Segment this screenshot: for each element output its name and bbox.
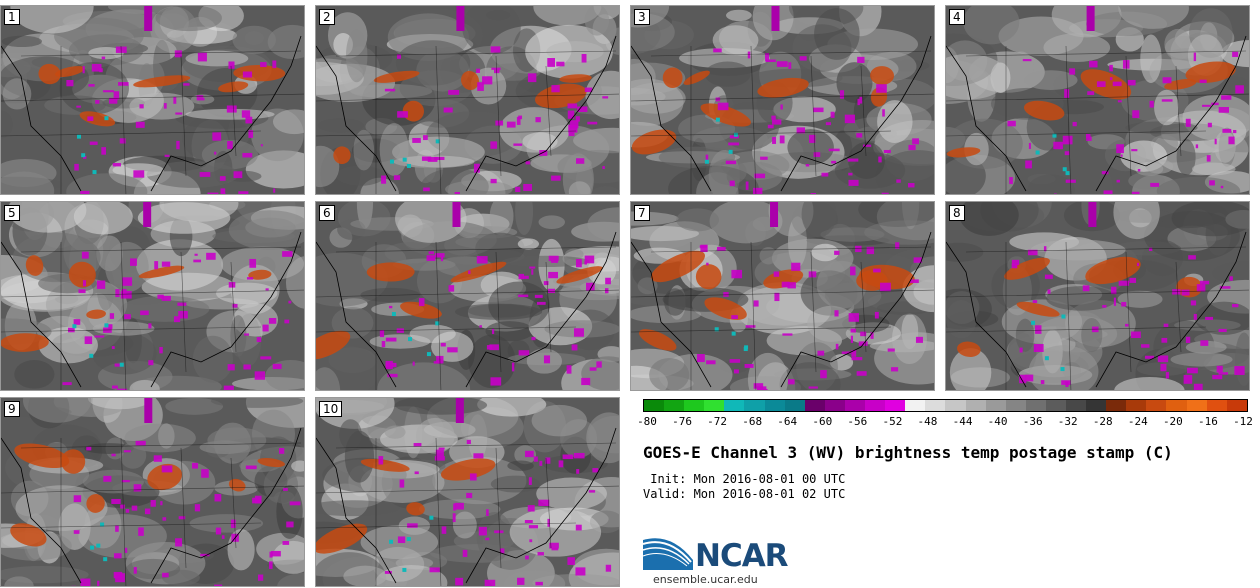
colorbar-tick-label: -40 [987, 415, 1008, 428]
colorbar-swatch [1045, 400, 1066, 411]
colorbar-tick-label: -28 [1092, 415, 1113, 428]
colorbar-swatch [844, 400, 866, 411]
colorbar-swatch [1146, 400, 1167, 411]
colorbar-tick-label: -24 [1127, 415, 1148, 428]
colorbar-tick-label: -76 [672, 415, 692, 428]
wv-imagery-map [1, 6, 304, 194]
wv-imagery-map [631, 6, 934, 194]
colorbar-swatch [1226, 400, 1247, 411]
colorbar-swatch [1166, 400, 1187, 411]
init-time: Init: Mon 2016-08-01 00 UTC [643, 472, 846, 486]
wv-imagery-map [946, 6, 1249, 194]
member-panel-3: 3 [630, 5, 935, 195]
ncar-logo-text: NCAR [695, 538, 789, 574]
colorbar-tick-label: -48 [917, 415, 938, 428]
colorbar-tick-label: -60 [812, 415, 833, 428]
colorbar-swatch [1186, 400, 1207, 411]
colorbar-tick-label: -56 [847, 415, 868, 428]
panel-label: 9 [4, 401, 20, 417]
panel-label: 8 [949, 205, 965, 221]
colorbar-tick-label: -44 [952, 415, 973, 428]
colorbar-tick-label: -12 [1233, 415, 1253, 428]
colorbar [643, 399, 1248, 412]
colorbar-swatch [744, 400, 765, 411]
colorbar-swatch [764, 400, 785, 411]
colorbar-swatch [1086, 400, 1107, 411]
colorbar-tick-label: -52 [882, 415, 903, 428]
panel-label: 10 [319, 401, 343, 417]
panel-label: 7 [634, 205, 650, 221]
ncar-logo-icon [642, 538, 693, 570]
colorbar-tick-label: -32 [1057, 415, 1078, 428]
colorbar-swatch [724, 400, 745, 411]
colorbar-swatch [905, 400, 926, 411]
colorbar-swatch [664, 400, 685, 411]
colorbar-tick-label: -80 [637, 415, 657, 428]
figure-title: GOES-E Channel 3 (WV) brightness temp po… [643, 443, 1173, 462]
wv-imagery-map [946, 202, 1249, 390]
wv-imagery-map [316, 398, 619, 586]
panel-label: 5 [4, 205, 20, 221]
colorbar-swatch [684, 400, 705, 411]
colorbar-swatch [925, 400, 946, 411]
colorbar-tick-label: -64 [777, 415, 798, 428]
colorbar-swatch [804, 400, 825, 411]
member-panel-10: 10 [315, 397, 620, 587]
member-panel-6: 6 [315, 201, 620, 391]
colorbar-tick-label: -16 [1198, 415, 1218, 428]
colorbar-swatch [1005, 400, 1026, 411]
panel-label: 3 [634, 9, 650, 25]
member-panel-7: 7 [630, 201, 935, 391]
panel-label: 4 [949, 9, 965, 25]
colorbar-swatch [1025, 400, 1046, 411]
colorbar-swatch [865, 400, 886, 411]
colorbar-swatch [704, 400, 725, 411]
panel-label: 6 [319, 205, 335, 221]
wv-imagery-map [316, 6, 619, 194]
member-panel-1: 1 [0, 5, 305, 195]
valid-time: Valid: Mon 2016-08-01 02 UTC [643, 487, 846, 501]
ncar-logo-url: ensemble.ucar.edu [653, 573, 758, 586]
colorbar-swatch [1106, 400, 1127, 411]
member-panel-4: 4 [945, 5, 1250, 195]
panel-label: 1 [4, 9, 20, 25]
colorbar-tick-label: -20 [1162, 415, 1183, 428]
colorbar-tick-labels: -80 -76 -72 -68 -64 -60 -56 -52 -48 -44 -40 -36 -32 -… [637, 415, 1253, 429]
colorbar-swatch [1206, 400, 1227, 411]
panel-label: 2 [319, 9, 335, 25]
colorbar-swatch [945, 400, 966, 411]
colorbar-swatch [1065, 400, 1087, 411]
wv-imagery-map [316, 202, 619, 390]
colorbar-tick-label: -36 [1022, 415, 1043, 428]
colorbar-swatch [985, 400, 1006, 411]
colorbar-swatch [644, 400, 665, 411]
wv-imagery-map [631, 202, 934, 390]
colorbar-swatch [885, 400, 906, 411]
colorbar-swatch [1126, 400, 1147, 411]
colorbar-swatch [784, 400, 805, 411]
member-panel-8: 8 [945, 201, 1250, 391]
member-panel-5: 5 [0, 201, 305, 391]
wv-imagery-map [1, 202, 304, 390]
colorbar-tick-label: -68 [742, 415, 763, 428]
colorbar-tick-label: -72 [707, 415, 728, 428]
member-panel-2: 2 [315, 5, 620, 195]
wv-imagery-map [1, 398, 304, 586]
colorbar-swatch [965, 400, 986, 411]
member-panel-9: 9 [0, 397, 305, 587]
colorbar-swatch [824, 400, 845, 411]
